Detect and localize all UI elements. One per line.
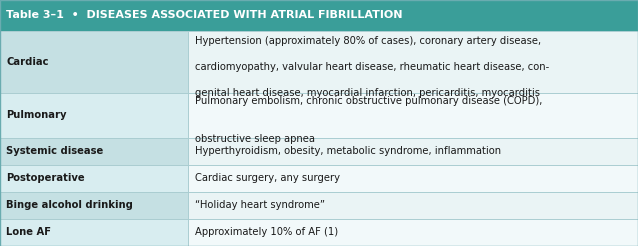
Bar	[0, 31, 188, 93]
Text: Cardiac surgery, any surgery: Cardiac surgery, any surgery	[195, 173, 339, 183]
Bar	[188, 138, 638, 165]
Text: Pulmonary embolism, chronic obstructive pulmonary disease (COPD),: Pulmonary embolism, chronic obstructive …	[195, 96, 542, 107]
Text: Lone AF: Lone AF	[6, 228, 52, 237]
Text: “Holiday heart syndrome”: “Holiday heart syndrome”	[195, 200, 325, 210]
Bar	[188, 165, 638, 192]
Text: Approximately 10% of AF (1): Approximately 10% of AF (1)	[195, 228, 338, 237]
Bar	[0, 165, 188, 192]
Text: Binge alcohol drinking: Binge alcohol drinking	[6, 200, 133, 210]
Bar	[0, 219, 188, 246]
Text: obstructive sleep apnea: obstructive sleep apnea	[195, 134, 315, 144]
Bar	[0, 0, 638, 31]
Text: Postoperative: Postoperative	[6, 173, 85, 183]
Text: genital heart disease, myocardial infarction, pericarditis, myocarditis: genital heart disease, myocardial infarc…	[195, 88, 540, 98]
Bar	[0, 138, 188, 165]
Bar	[188, 31, 638, 93]
Text: Hypertension (approximately 80% of cases), coronary artery disease,: Hypertension (approximately 80% of cases…	[195, 36, 541, 46]
Bar	[188, 219, 638, 246]
Text: Cardiac: Cardiac	[6, 57, 49, 67]
Text: cardiomyopathy, valvular heart disease, rheumatic heart disease, con-: cardiomyopathy, valvular heart disease, …	[195, 62, 549, 72]
Bar	[0, 192, 188, 219]
Text: Hyperthyroidism, obesity, metabolic syndrome, inflammation: Hyperthyroidism, obesity, metabolic synd…	[195, 146, 501, 156]
Text: Table 3–1  •  DISEASES ASSOCIATED WITH ATRIAL FIBRILLATION: Table 3–1 • DISEASES ASSOCIATED WITH ATR…	[6, 10, 403, 20]
Bar	[0, 93, 188, 138]
Text: Pulmonary: Pulmonary	[6, 110, 67, 120]
Bar	[188, 93, 638, 138]
Bar	[188, 192, 638, 219]
Text: Systemic disease: Systemic disease	[6, 146, 103, 156]
